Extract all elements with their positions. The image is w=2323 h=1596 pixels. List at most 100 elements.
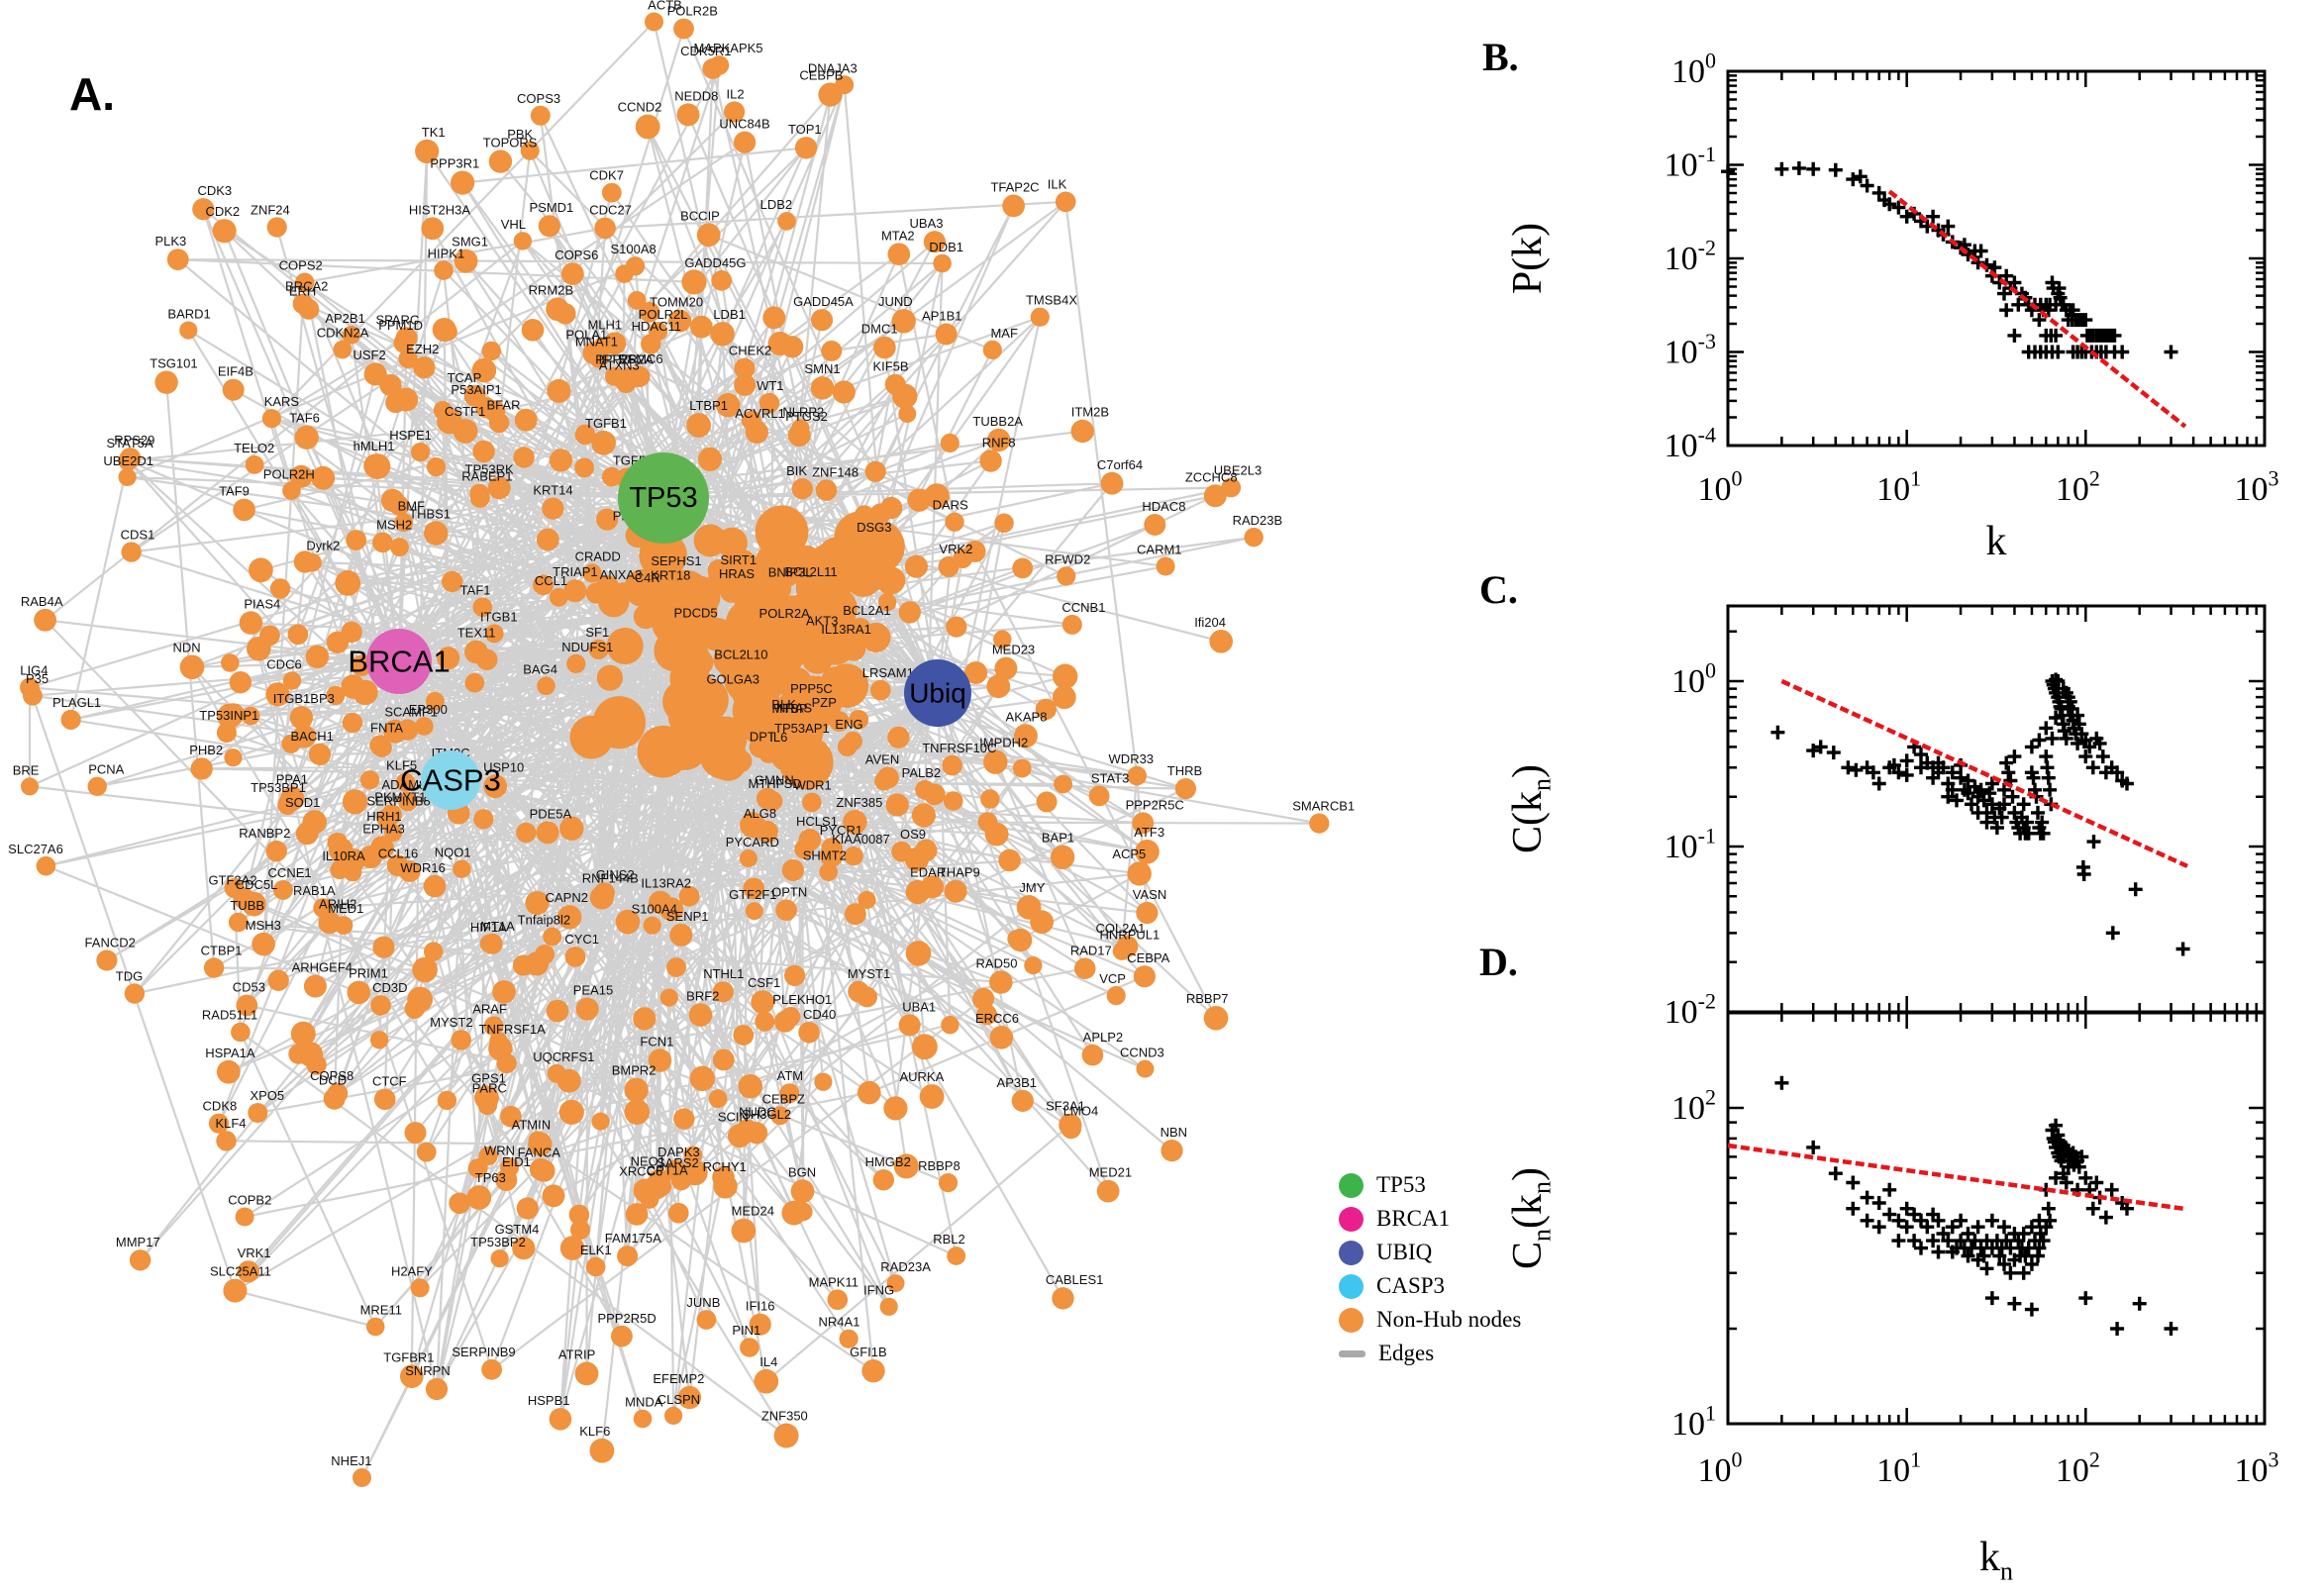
axis-ticks	[1726, 606, 2267, 1014]
network-node-label: OS9	[900, 827, 926, 842]
network-node-label: WDR1	[793, 778, 831, 793]
network-node	[819, 844, 844, 867]
network-node-label: PKMYT1	[374, 789, 426, 804]
network-node-label: RNF8	[982, 435, 1016, 449]
legend-label: BRCA1	[1376, 1206, 1451, 1231]
network-node	[676, 103, 700, 127]
network-node	[1144, 514, 1166, 536]
network-node	[384, 824, 403, 843]
network-node	[712, 1048, 735, 1071]
network-node-label: MRE11	[360, 1303, 402, 1318]
network-node	[566, 653, 586, 674]
network-node-label: IFI16	[746, 1299, 775, 1314]
network-node	[34, 608, 56, 632]
network-node	[872, 1169, 894, 1191]
network-node-label: BACH1	[291, 729, 334, 744]
network-node-label: ATRIP	[558, 1347, 595, 1361]
network-node	[1002, 194, 1025, 218]
network-node-label: BRF2	[686, 988, 719, 1003]
network-node-label: CAPN2	[546, 890, 588, 905]
axis-title: k	[1986, 519, 2007, 564]
network-node	[994, 513, 1014, 534]
network-node	[386, 854, 409, 877]
network-node-label: IFNG	[863, 1283, 894, 1298]
network-node	[451, 1030, 472, 1050]
legend-label: CASP3	[1376, 1273, 1446, 1298]
network-node-label: CDK7	[589, 168, 624, 183]
network-node	[815, 479, 838, 501]
network-node-label: PRIM1	[349, 966, 388, 981]
network-node	[473, 809, 494, 830]
network-node-label: P53AIP1	[451, 382, 501, 397]
network-node	[775, 899, 797, 921]
network-node	[249, 557, 273, 583]
network-node	[738, 1074, 762, 1099]
network-node-label: PZP	[812, 695, 837, 710]
network-node-label: ERCC6	[975, 1011, 1019, 1026]
network-node	[233, 498, 255, 522]
network-node	[733, 686, 754, 707]
tick-label: 10-2	[1665, 989, 1716, 1031]
network-node-label: SARS2	[656, 1155, 699, 1170]
network-node	[372, 532, 393, 553]
axis-title: P(k)	[1505, 223, 1551, 294]
network-node	[779, 1083, 800, 1104]
network-node	[1088, 785, 1110, 807]
network-node	[814, 1072, 833, 1091]
network-node-label: HCLS1	[796, 814, 838, 829]
network-node	[740, 812, 766, 839]
scatter-points	[1721, 160, 2178, 359]
network-node	[941, 1016, 960, 1035]
network-node	[846, 561, 881, 597]
network-node-label: TUBB2A	[972, 414, 1023, 429]
network-node	[358, 846, 382, 869]
network-node-label: VRK1	[238, 1246, 271, 1260]
network-node	[342, 712, 363, 734]
network-node-label: KLF4	[215, 1116, 246, 1131]
tick-label: 101	[1876, 1447, 1921, 1489]
network-node	[749, 1313, 771, 1336]
network-node-label: NTHL1	[703, 966, 744, 981]
network-node	[454, 249, 478, 273]
network-node-label: ATXN3	[599, 357, 640, 372]
network-node-label: PEA15	[573, 983, 613, 998]
scatter-points	[1770, 672, 2190, 956]
network-node	[481, 341, 501, 361]
network-node	[484, 624, 504, 644]
network-node	[1030, 307, 1050, 327]
network-node	[743, 877, 764, 900]
network-node-label: TAF1	[460, 582, 491, 597]
network-node	[154, 370, 178, 394]
network-node	[1057, 566, 1076, 586]
network-node-label: CHEK2	[729, 344, 771, 358]
network-node	[1127, 765, 1147, 786]
network-node	[688, 1003, 713, 1027]
network-node-label: DAPK3	[657, 1145, 700, 1159]
network-node	[731, 1218, 757, 1244]
network-node	[734, 131, 757, 153]
network-node-label: ENG	[835, 717, 862, 732]
hub-label-brca1: BRCA1	[348, 645, 450, 679]
network-node	[832, 380, 856, 404]
tick-label: 103	[2235, 1447, 2279, 1489]
network-node	[659, 897, 684, 922]
network-node	[810, 309, 834, 332]
network-node	[1127, 861, 1152, 886]
network-node	[373, 1088, 396, 1111]
network-node-label: ADAM8	[382, 777, 427, 792]
network-node-label: CEBPB	[799, 68, 843, 83]
network-node-label: RABEP1	[461, 469, 512, 484]
network-node	[404, 1122, 427, 1145]
network-node-label: UBE2L3	[1214, 463, 1262, 478]
network-node-label: PDE5A	[530, 806, 572, 821]
network-nodes	[20, 12, 1330, 1487]
network-node	[606, 628, 644, 664]
network-node	[1011, 1089, 1034, 1112]
hub-circle-ubiq	[904, 659, 971, 727]
axis-title: Cn(kn)	[1505, 1167, 1556, 1269]
network-node	[980, 789, 1000, 809]
network-node	[1135, 840, 1160, 864]
network-node	[442, 570, 463, 593]
network-node-label: KIAA0087	[832, 832, 890, 847]
network-node-label: COPS2	[279, 258, 323, 273]
